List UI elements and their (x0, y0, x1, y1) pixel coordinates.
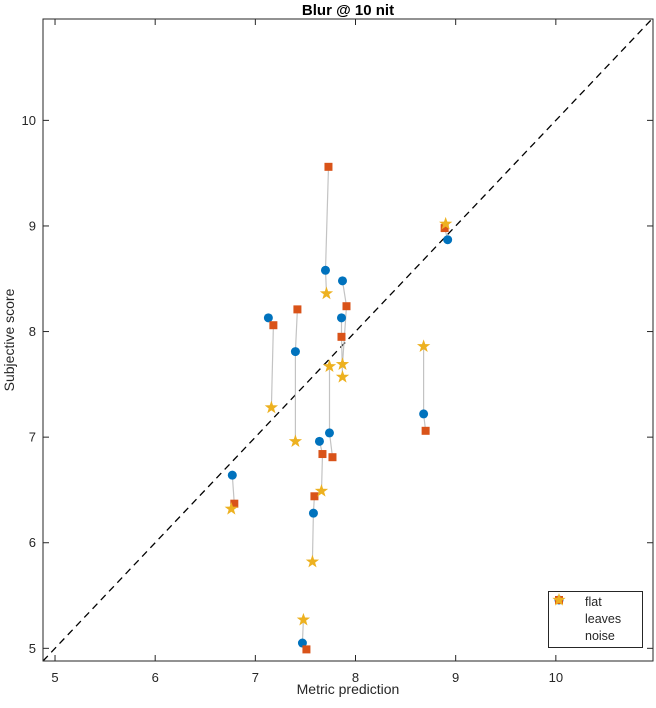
leaves-point (337, 332, 346, 341)
legend-label: leaves (585, 612, 622, 626)
legend: flat leaves noise (548, 591, 643, 648)
y-axis-label: Subjective score (1, 288, 17, 391)
identity-line (42, 18, 653, 662)
leaves-point (302, 645, 311, 654)
flat-point (297, 638, 307, 648)
connector-line (340, 317, 344, 378)
noise-point (322, 359, 337, 373)
flat-point (320, 265, 330, 275)
legend-label: noise (585, 629, 615, 643)
connector-line (267, 317, 275, 408)
noise-point (416, 339, 431, 352)
noise-point (224, 501, 238, 515)
noise-point (296, 612, 311, 626)
axis-ticks (43, 19, 653, 661)
connector-line (341, 280, 348, 365)
x-tick-label: 8 (352, 670, 359, 685)
legend-item-leaves: leaves (549, 596, 642, 628)
flat-point (263, 313, 273, 323)
flat-point (227, 470, 237, 480)
flat-point (314, 436, 324, 446)
y-tick-label: 5 (29, 641, 36, 656)
leaves-point (230, 499, 239, 508)
chart-title: Blur @ 10 nit (302, 2, 394, 19)
leaves-point (440, 224, 449, 233)
connector-line (311, 496, 315, 562)
legend-item-noise: noise (549, 593, 642, 645)
y-tick-label: 6 (29, 535, 36, 550)
connector-line (318, 441, 324, 492)
y-tick-label: 8 (29, 324, 36, 339)
noise-point (314, 484, 329, 497)
flat-point (337, 276, 347, 286)
noise-point (439, 216, 453, 230)
flat-point (308, 508, 318, 518)
x-tick-label: 6 (152, 670, 159, 685)
y-tick-label: 9 (29, 218, 36, 233)
flat-point (443, 235, 453, 245)
x-tick-label: 7 (252, 670, 259, 685)
data-points (224, 162, 453, 654)
leaves-point (324, 162, 333, 171)
leaves-point (421, 426, 430, 435)
connector-line (294, 309, 298, 442)
leaves-point (342, 302, 351, 311)
leaves-point (293, 305, 302, 314)
noise-point (288, 434, 303, 448)
connector-line (328, 366, 334, 458)
noise-point (305, 554, 320, 568)
leaves-point (269, 321, 278, 330)
x-axis-label: Metric prediction (297, 681, 400, 697)
noise-point (335, 357, 350, 370)
flat-point (419, 409, 429, 419)
flat-point (336, 313, 346, 323)
flat-point (324, 428, 334, 438)
noise-point (319, 286, 334, 300)
x-tick-label: 9 (452, 670, 459, 685)
plot-box (42, 18, 654, 662)
leaves-point (310, 492, 319, 501)
leaves-point (318, 450, 327, 459)
noise-point (264, 400, 279, 414)
identity-dashed-line (42, 18, 653, 662)
tick-labels: 5 6 7 8 9 10 5 6 7 8 9 10 (22, 113, 564, 685)
x-tick-label: 10 (549, 670, 563, 685)
x-tick-label: 5 (51, 670, 58, 685)
y-tick-label: 7 (29, 430, 36, 445)
flat-point (290, 347, 300, 357)
leaves-point (328, 453, 337, 462)
noise-point (335, 369, 350, 383)
y-tick-label: 10 (22, 113, 36, 128)
connector-lines (230, 166, 449, 650)
noise-legend-marker (552, 593, 566, 606)
legend-label: flat (585, 595, 602, 609)
